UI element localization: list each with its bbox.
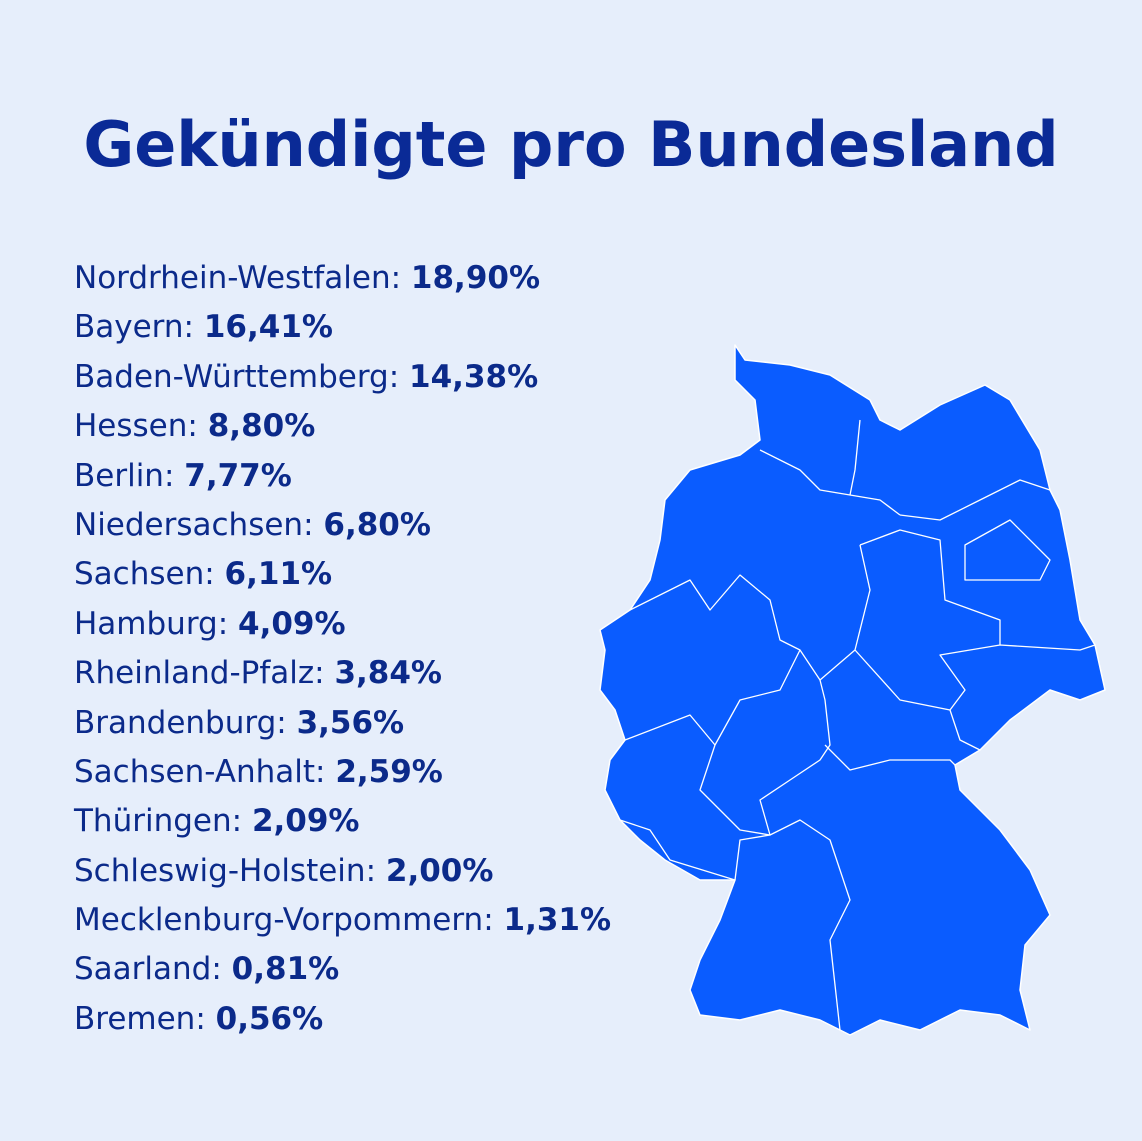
state-list: Nordrhein-Westfalen: 18,90% Bayern: 16,41… <box>74 256 611 1046</box>
state-row: Schleswig-Holstein: 2,00% <box>74 849 611 898</box>
state-name: Thüringen: <box>74 803 243 840</box>
state-share: 2,00% <box>385 852 494 889</box>
state-share: 0,56% <box>215 1000 324 1037</box>
state-share: 0,81% <box>231 951 340 988</box>
state-share: 8,80% <box>207 408 316 445</box>
state-name: Berlin: <box>74 457 175 494</box>
state-share: 6,11% <box>224 556 333 593</box>
title: Gekündigte pro Bundesland <box>83 108 1059 181</box>
state-share: 4,09% <box>238 605 346 642</box>
map-outline <box>599 344 1106 1036</box>
state-share: 16,41% <box>203 309 333 346</box>
state-name: Schleswig-Holstein: <box>74 852 377 889</box>
state-row: Brandenburg: 3,56% <box>74 701 611 750</box>
state-row: Nordrhein-Westfalen: 18,90% <box>74 256 611 305</box>
state-name: Hamburg: <box>74 605 229 642</box>
state-row: Saarland: 0,81% <box>74 947 611 996</box>
state-name: Mecklenburg-Vorpommern: <box>74 902 494 939</box>
state-name: Sachsen-Anhalt: <box>74 753 326 790</box>
state-share: 2,09% <box>251 803 360 840</box>
state-name: Nordrhein-Westfalen: <box>74 260 402 296</box>
state-name: Hessen: <box>74 408 198 445</box>
state-row: Rheinland-Pfalz: 3,84% <box>74 651 611 700</box>
state-row: Sachsen: 6,11% <box>74 552 611 601</box>
state-row: Baden-Württemberg: 14,38% <box>74 355 611 404</box>
state-name: Sachsen: <box>74 556 215 593</box>
state-share: 18,90% <box>410 260 541 296</box>
state-row: Hamburg: 4,09% <box>74 602 611 651</box>
state-borders <box>619 419 1096 1031</box>
state-row: Niedersachsen: 6,80% <box>74 503 611 552</box>
state-name: Rheinland-Pfalz: <box>74 655 325 692</box>
state-share: 14,38% <box>409 358 539 395</box>
state-row: Bremen: 0,56% <box>74 997 611 1046</box>
state-row: Thüringen: 2,09% <box>74 799 611 848</box>
state-share: 3,84% <box>334 655 442 692</box>
state-share: 7,77% <box>184 457 292 494</box>
state-share: 3,56% <box>296 704 405 741</box>
state-row: Mecklenburg-Vorpommern: 1,31% <box>74 898 611 947</box>
state-share: 2,59% <box>335 753 443 790</box>
state-share: 1,31% <box>503 902 612 939</box>
state-share: 6,80% <box>323 506 431 543</box>
state-row: Bayern: 16,41% <box>74 305 611 354</box>
state-row: Hessen: 8,80% <box>74 404 611 453</box>
state-name: Niedersachsen: <box>74 506 314 543</box>
state-name: Bayern: <box>74 309 194 346</box>
state-name: Brandenburg: <box>74 704 287 741</box>
state-name: Saarland: <box>74 951 222 988</box>
state-name: Baden-Württemberg: <box>74 358 400 395</box>
state-row: Berlin: 7,77% <box>74 454 611 503</box>
state-row: Sachsen-Anhalt: 2,59% <box>74 750 611 799</box>
state-name: Bremen: <box>74 1000 206 1037</box>
